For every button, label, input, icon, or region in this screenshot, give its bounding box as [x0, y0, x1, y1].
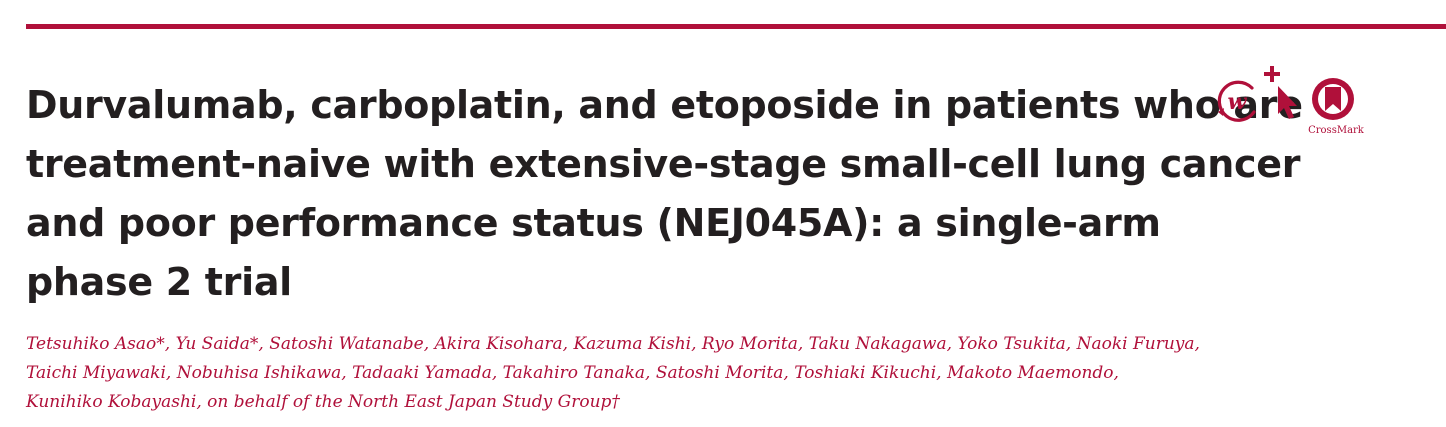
article-icons: w CrossMark	[1214, 64, 1374, 144]
title-line: and poor performance status (NEJ045A): a…	[26, 201, 1161, 245]
author-line: Taichi Miyawaki, Nobuhisa Ishikawa, Tada…	[26, 363, 1119, 383]
svg-text:w: w	[1228, 89, 1248, 115]
crossmark-icon[interactable]	[1310, 76, 1356, 122]
top-rule	[26, 24, 1446, 29]
title-line: phase 2 trial	[26, 260, 292, 304]
author-line: Kunihiko Kobayashi, on behalf of the Nor…	[26, 392, 620, 412]
author-list: Tetsuhiko Asao*, Yu Saida*, Satoshi Wata…	[26, 330, 1200, 417]
crossmark-label: CrossMark	[1308, 125, 1364, 136]
w-circle-icon[interactable]: w	[1214, 78, 1262, 126]
pointer-plus-icon[interactable]	[1260, 64, 1300, 124]
title-line: treatment-naive with extensive-stage sma…	[26, 142, 1301, 186]
author-line: Tetsuhiko Asao*, Yu Saida*, Satoshi Wata…	[26, 334, 1200, 354]
article-title: Durvalumab, carboplatin, and etoposide i…	[26, 76, 1303, 312]
title-line: Durvalumab, carboplatin, and etoposide i…	[26, 83, 1303, 127]
